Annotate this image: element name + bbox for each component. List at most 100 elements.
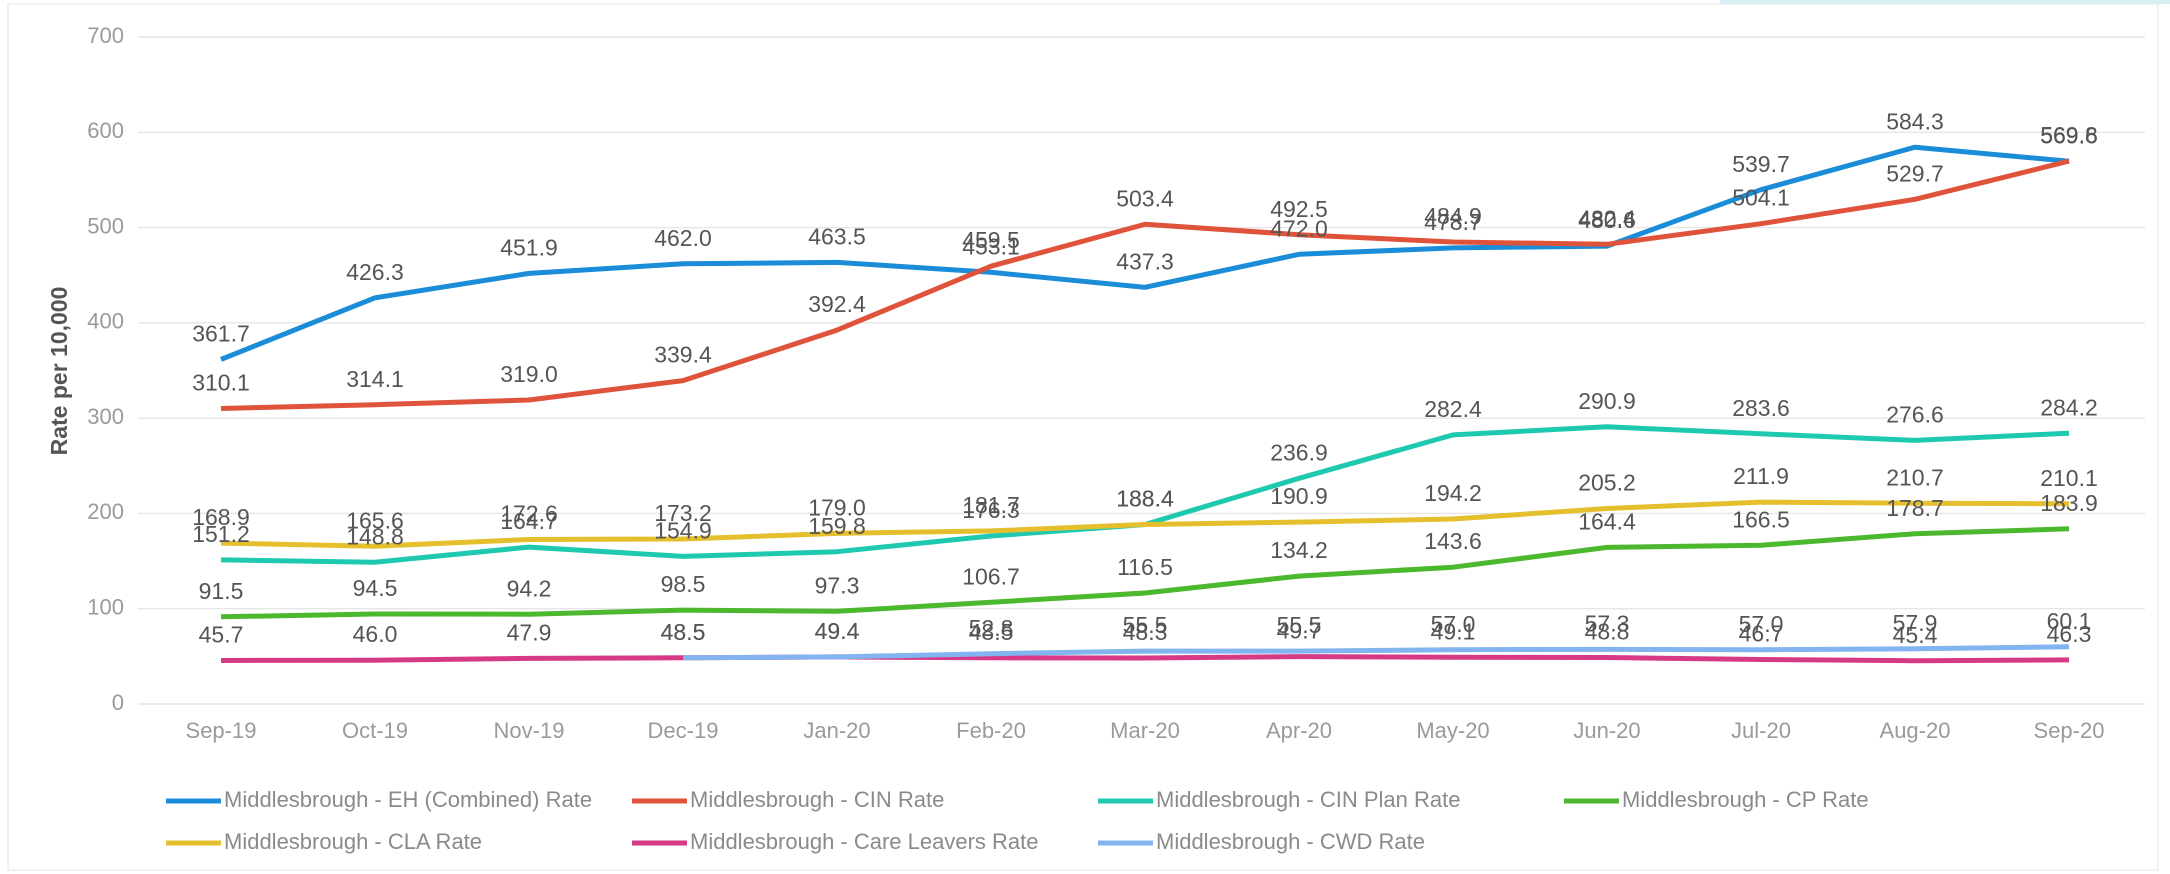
y-tick-label: 300 xyxy=(87,404,124,429)
data-label: 529.7 xyxy=(1886,160,1944,186)
data-label: 503.4 xyxy=(1116,185,1174,211)
data-label: 463.5 xyxy=(808,223,866,249)
legend-label: Middlesbrough - EH (Combined) Rate xyxy=(224,787,592,812)
data-label: 211.9 xyxy=(1733,463,1789,489)
corner-decoration xyxy=(1720,0,2170,4)
data-label: 148.8 xyxy=(346,523,404,549)
data-label: 188.4 xyxy=(1116,486,1174,512)
x-tick-label: Sep-19 xyxy=(186,718,257,743)
data-label: 106.7 xyxy=(962,563,1020,589)
data-label: 55.5 xyxy=(1277,612,1322,638)
series-line xyxy=(220,526,2070,620)
data-label: 210.1 xyxy=(2040,465,2098,491)
data-label: 453.1 xyxy=(962,233,1020,259)
y-tick-label: 100 xyxy=(87,595,124,620)
data-label: 290.9 xyxy=(1578,388,1636,414)
data-label: 482.4 xyxy=(1578,205,1636,231)
data-label: 276.6 xyxy=(1886,402,1944,428)
data-label: 282.4 xyxy=(1424,396,1482,422)
data-label: 55.5 xyxy=(1123,612,1168,638)
data-label: 49.4 xyxy=(815,618,860,644)
legend-label: Middlesbrough - CIN Plan Rate xyxy=(1156,787,1460,812)
x-tick-label: Jan-20 xyxy=(803,718,870,743)
data-label: 49.4 xyxy=(815,618,860,644)
data-label: 91.5 xyxy=(199,578,244,604)
data-label: 183.9 xyxy=(2040,490,2098,516)
x-tick-label: Nov-19 xyxy=(494,718,565,743)
data-label: 178.7 xyxy=(1886,495,1944,521)
y-axis-label: Rate per 10,000 xyxy=(46,287,72,456)
data-label: 459.5 xyxy=(962,227,1020,253)
data-label: 168.9 xyxy=(192,504,250,530)
data-label: 164.4 xyxy=(1578,508,1636,534)
data-label: 94.2 xyxy=(507,575,552,601)
data-label: 319.0 xyxy=(500,361,558,387)
data-label: 179.0 xyxy=(808,495,866,521)
data-label: 98.5 xyxy=(661,571,706,597)
data-label: 143.6 xyxy=(1424,528,1482,554)
data-label: 57.3 xyxy=(1585,610,1630,636)
data-label: 94.5 xyxy=(353,575,398,601)
series-line xyxy=(220,654,2070,664)
data-label: 46.3 xyxy=(2047,621,2092,647)
data-label: 151.2 xyxy=(192,521,250,547)
data-label: 188.4 xyxy=(1116,486,1174,512)
data-label: 504.1 xyxy=(1732,185,1790,211)
data-label: 539.7 xyxy=(1732,151,1790,177)
data-label: 314.1 xyxy=(346,366,404,392)
data-label: 134.2 xyxy=(1270,537,1328,563)
data-label: 190.9 xyxy=(1270,483,1328,509)
x-tick-label: Dec-19 xyxy=(648,718,719,743)
x-tick-label: Mar-20 xyxy=(1110,718,1180,743)
series-line xyxy=(220,144,2070,362)
legend-label: Middlesbrough - CIN Rate xyxy=(690,787,944,812)
y-tick-label: 200 xyxy=(87,499,124,524)
data-label: 116.5 xyxy=(1117,554,1173,580)
data-label: 46.0 xyxy=(353,621,398,647)
data-label: 462.0 xyxy=(654,225,712,251)
x-tick-label: Sep-20 xyxy=(2034,718,2105,743)
data-label: 47.9 xyxy=(507,619,552,645)
data-label: 569.8 xyxy=(2040,122,2098,148)
data-label: 492.5 xyxy=(1270,196,1328,222)
y-tick-label: 0 xyxy=(112,690,124,715)
data-label: 284.2 xyxy=(2040,394,2098,420)
data-label: 48.5 xyxy=(661,619,706,645)
series-line xyxy=(682,644,2070,661)
x-tick-label: Apr-20 xyxy=(1266,718,1332,743)
legend-label: Middlesbrough - CP Rate xyxy=(1622,787,1869,812)
y-tick-label: 400 xyxy=(87,309,124,334)
data-label: 361.7 xyxy=(192,320,250,346)
data-label: 310.1 xyxy=(192,370,250,396)
chart-border xyxy=(7,3,2159,871)
data-label: 60.1 xyxy=(2047,608,2092,634)
legend-label: Middlesbrough - CWD Rate xyxy=(1156,829,1425,854)
data-label: 159.8 xyxy=(808,513,866,539)
data-label: 166.5 xyxy=(1732,506,1790,532)
data-label: 484.9 xyxy=(1424,203,1482,229)
series-line xyxy=(220,158,2070,411)
data-label: 426.3 xyxy=(346,259,404,285)
x-tick-label: May-20 xyxy=(1416,718,1489,743)
data-label: 57.0 xyxy=(1431,611,1476,637)
data-label: 57.9 xyxy=(1893,610,1938,636)
data-label: 45.4 xyxy=(1893,622,1938,648)
data-label: 392.4 xyxy=(808,291,866,317)
data-label: 480.6 xyxy=(1578,207,1636,233)
data-label: 283.6 xyxy=(1732,395,1790,421)
x-tick-label: Jul-20 xyxy=(1731,718,1791,743)
data-label: 165.6 xyxy=(346,507,404,533)
legend-label: Middlesbrough - Care Leavers Rate xyxy=(690,829,1039,854)
data-label: 52.8 xyxy=(969,615,1014,641)
data-label: 173.2 xyxy=(654,500,712,526)
data-label: 194.2 xyxy=(1424,480,1482,506)
data-label: 97.3 xyxy=(815,572,860,598)
data-label: 49.7 xyxy=(1277,618,1322,644)
data-label: 172.6 xyxy=(500,501,558,527)
x-tick-label: Feb-20 xyxy=(956,718,1026,743)
y-tick-label: 600 xyxy=(87,118,124,143)
series-line xyxy=(220,499,2070,549)
data-label: 48.8 xyxy=(1585,619,1630,645)
x-tick-label: Oct-19 xyxy=(342,718,408,743)
